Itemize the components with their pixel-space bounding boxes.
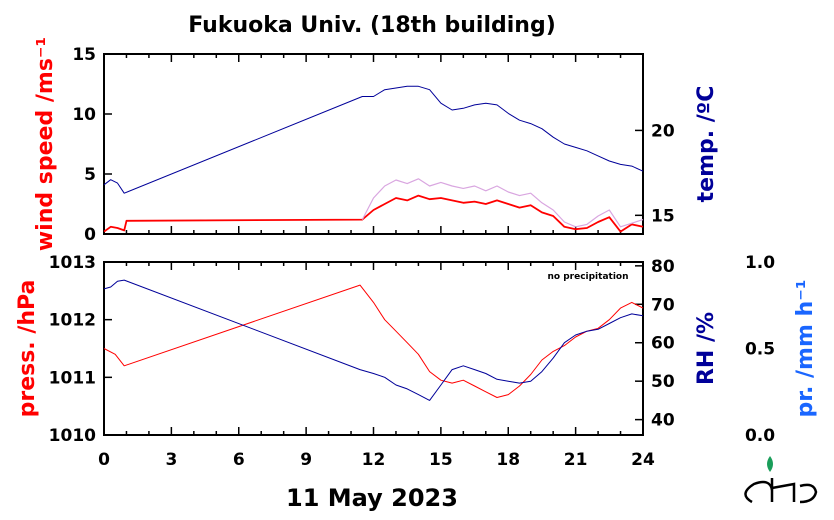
x-axis-date-label: 11 May 2023: [286, 484, 458, 512]
x-tick-label: 6: [233, 450, 245, 470]
bot-series-blue-line: [103, 279, 644, 401]
right-tick-label: 60: [651, 334, 675, 354]
x-tick-label: 9: [300, 450, 312, 470]
x-tick-label: 12: [362, 450, 386, 470]
top-series-blue-line: [103, 85, 644, 194]
top-plot-frame: [103, 53, 644, 235]
x-tick-label: 15: [429, 450, 453, 470]
right-tick-label: 20: [651, 121, 675, 141]
right-tick-label: 40: [651, 411, 675, 431]
left-tick-label: 1012: [49, 311, 96, 331]
x-tick-label: 24: [631, 450, 655, 470]
far-right-tick-label: 1.0: [745, 253, 775, 273]
left-tick-label: 1011: [49, 368, 96, 388]
left-tick-label: 15: [72, 45, 96, 65]
x-tick-label: 18: [496, 450, 520, 470]
bot-series-red-line: [103, 284, 644, 398]
far-right-tick-label: 0.5: [745, 340, 775, 360]
top-right-axis-label: temp. /ºC: [694, 86, 719, 203]
right-tick-label: 15: [651, 206, 675, 226]
left-tick-label: 10: [72, 105, 96, 125]
bot-plot-frame: [103, 261, 644, 436]
nies-logo: [744, 456, 818, 504]
x-tick-label: 3: [165, 450, 177, 470]
far-right-tick-label: 0.0: [745, 426, 775, 446]
right-tick-label: 70: [651, 295, 675, 315]
x-tick-label: 21: [564, 450, 588, 470]
left-tick-label: 0: [84, 225, 96, 245]
right-tick-label: 80: [651, 257, 675, 277]
left-tick-label: 5: [84, 165, 96, 185]
chart-title: Fukuoka Univ. (18th building): [188, 13, 556, 38]
left-tick-label: 1013: [49, 253, 96, 273]
right-tick-label: 50: [651, 372, 675, 392]
no-precipitation-note: no precipitation: [547, 272, 628, 282]
precip-axis-label: pr. /mm h⁻¹: [793, 280, 818, 418]
left-tick-label: 1010: [49, 426, 96, 446]
top-left-axis-label: wind speed /ms⁻¹: [33, 37, 58, 251]
x-tick-label: 0: [98, 450, 110, 470]
bot-right-axis-label: RH /%: [694, 312, 719, 385]
top-series-gust-line: [361, 178, 644, 228]
bot-left-axis-label: press. /hPa: [15, 280, 40, 418]
